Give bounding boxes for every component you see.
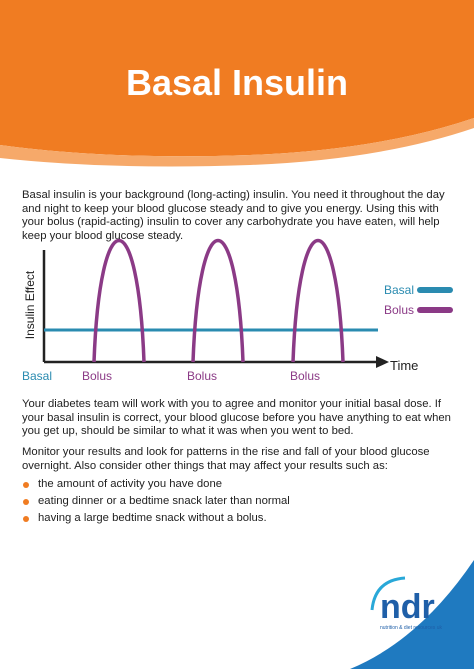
bolus-label: Bolus [290,369,320,383]
x-label: Time [390,358,418,373]
legend-basal: Basal [384,283,414,297]
bullet: the amount of activity you have done [38,478,223,490]
legend-bolus: Bolus [384,303,414,317]
bullet-dot [23,482,29,488]
bolus-label: Bolus [82,369,112,383]
logo-swirl [370,576,406,611]
paragraph: Monitor your results and look for patter… [22,446,430,472]
logo-name: ndr [380,588,435,626]
bullet-dot [23,516,29,522]
header-banner [0,0,474,157]
logo-tagline: nutrition & diet resources uk [380,625,442,631]
bullet: having a large bedtime snack without a b… [38,512,267,524]
arrow [376,356,389,368]
bolus-label: Bolus [187,369,217,383]
bullet: eating dinner or a bedtime snack later t… [38,495,290,507]
bolus-curves [92,238,345,363]
title: Basal Insulin [126,62,348,103]
paragraph: Your diabetes team will work with you to… [22,398,451,437]
basal-label: Basal [22,369,52,383]
y-label: Insulin Effect [23,270,37,339]
swoosh [350,560,474,669]
header-shadow [0,118,474,167]
bullet-dot [23,499,29,505]
intro: Basal insulin is your background (long-a… [22,189,445,242]
